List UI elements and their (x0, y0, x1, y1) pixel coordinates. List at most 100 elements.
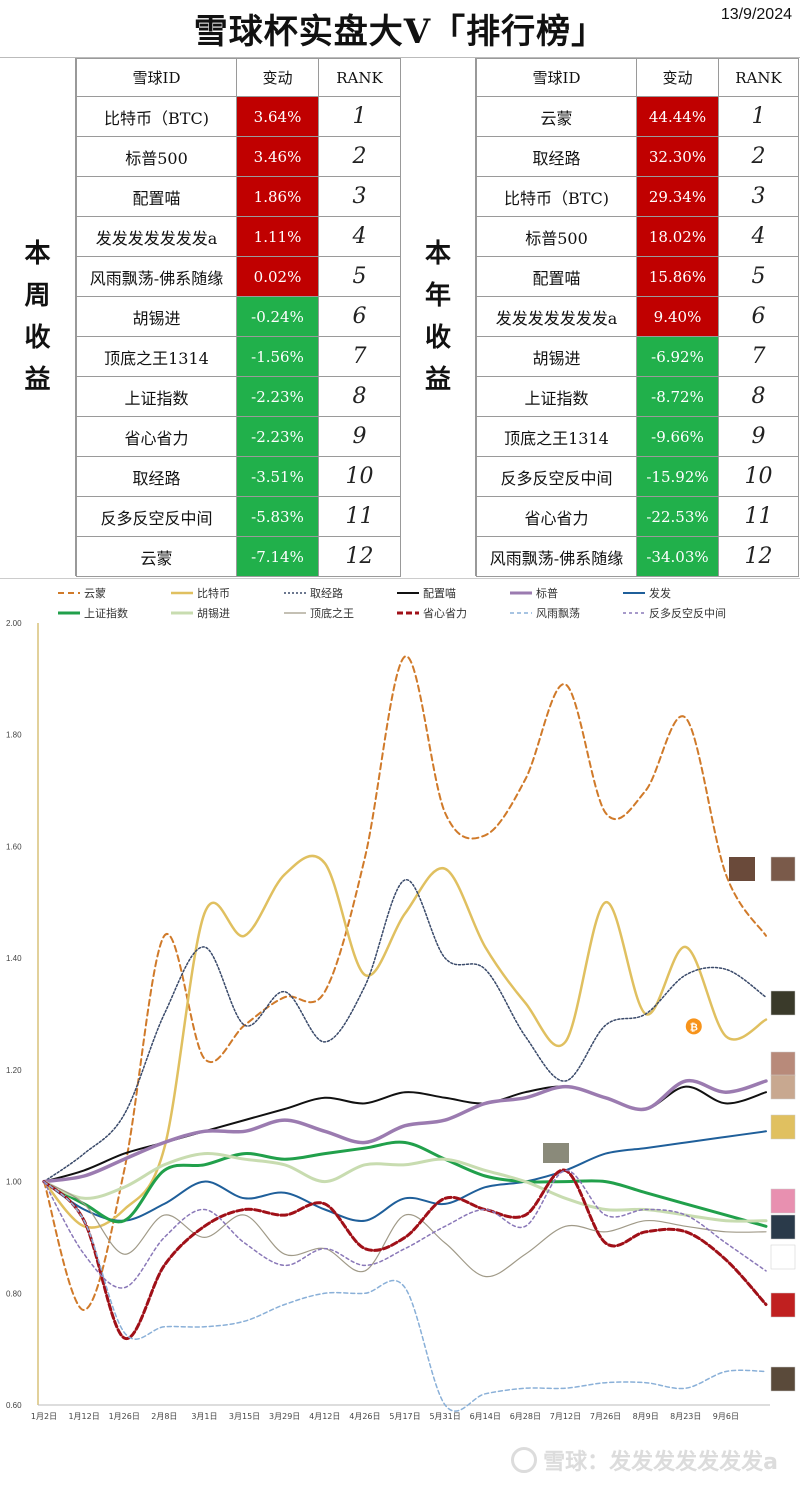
weekly-row-name: 标普500 (76, 136, 237, 177)
weekly-row-rank: 12 (318, 536, 401, 577)
yearly-row-change: -6.92% (636, 336, 719, 377)
series-line-0 (43, 655, 767, 1311)
yearly-row: 配置喵 15.86% 5 (476, 256, 799, 297)
legend-label: 顶底之王 (310, 606, 354, 620)
y-tick-label: 1.40 (6, 954, 22, 963)
avatar-biaopu (770, 1074, 796, 1100)
weekly-row: 上证指数 -2.23% 8 (76, 376, 401, 417)
yearly-row-name: 上证指数 (476, 376, 637, 417)
x-tick-label: 1月26日 (109, 1412, 140, 1421)
yearly-row-rank: 12 (718, 536, 799, 577)
yearly-row-name: 发发发发发发发a (476, 296, 637, 337)
legend-label: 发发 (649, 586, 671, 600)
weekly-row-change: -0.24% (236, 296, 319, 337)
weekly-row-change: 0.02% (236, 256, 319, 297)
yearly-row-name: 胡锡进 (476, 336, 637, 377)
x-tick-label: 3月29日 (269, 1412, 300, 1421)
yearly-side-label: 本年收益 (400, 58, 476, 576)
weekly-row-rank: 2 (318, 136, 401, 177)
yearly-row-name: 标普500 (476, 216, 637, 257)
yearly-row-change: -8.72% (636, 376, 719, 417)
weekly-row-change: -3.51% (236, 456, 319, 497)
avatar-huxijin (770, 1244, 796, 1270)
yearly-row-name: 风雨飘荡-佛系随缘 (476, 536, 637, 577)
weekly-row-rank: 5 (318, 256, 401, 297)
yearly-row-rank: 9 (718, 416, 799, 457)
yearly-row-rank: 5 (718, 256, 799, 297)
weekly-row-name: 云蒙 (76, 536, 237, 577)
weekly-row: 配置喵 1.86% 3 (76, 176, 401, 217)
legend-label: 取经路 (310, 587, 343, 600)
yearly-col-change: 变动 (636, 58, 719, 97)
weekly-panel: 本周收益 雪球ID 变动 RANK 比特币（BTC) 3.64% 1 标普500 3.4… (0, 58, 401, 578)
x-tick-label: 7月26日 (590, 1412, 621, 1421)
series-line-5 (43, 1130, 767, 1222)
weekly-row: 发发发发发发发a 1.11% 4 (76, 216, 401, 257)
series-line-2 (43, 879, 767, 1183)
weekly-row-change: 1.86% (236, 176, 319, 217)
y-tick-label: 0.60 (6, 1401, 22, 1410)
weekly-row-change: 3.64% (236, 96, 319, 137)
series-line-6 (42, 1140, 768, 1228)
yearly-row-name: 省心省力 (476, 496, 637, 537)
x-tick-label: 4月12日 (309, 1412, 340, 1421)
weekly-row: 云蒙 -7.14% 12 (76, 536, 401, 577)
weekly-side-label: 本周收益 (0, 58, 76, 576)
avatar-marker-top (729, 857, 755, 881)
yearly-row-rank: 6 (718, 296, 799, 337)
yearly-row-change: 32.30% (636, 136, 719, 177)
weekly-row-name: 风雨飘荡-佛系随缘 (76, 256, 237, 297)
yearly-row-name: 比特币（BTC) (476, 176, 637, 217)
weekly-row-change: -1.56% (236, 336, 319, 377)
weekly-col-change: 变动 (236, 58, 319, 97)
x-tick-label: 8月23日 (670, 1412, 701, 1421)
yearly-row-rank: 1 (718, 96, 799, 137)
yearly-row-change: 18.02% (636, 216, 719, 257)
yearly-row: 上证指数 -8.72% 8 (476, 376, 799, 417)
avatar-yunmeng (770, 856, 796, 882)
yearly-row: 胡锡进 -6.92% 7 (476, 336, 799, 377)
weekly-row: 取经路 -3.51% 10 (76, 456, 401, 497)
avatar-shangzheng (770, 1188, 796, 1214)
x-tick-label: 6月28日 (510, 1412, 541, 1421)
x-tick-label: 3月1日 (191, 1412, 217, 1421)
yearly-row-change: -15.92% (636, 456, 719, 497)
weekly-row: 比特币（BTC) 3.64% 1 (76, 96, 401, 137)
weekly-row-name: 反多反空反中间 (76, 496, 237, 537)
yearly-row-name: 云蒙 (476, 96, 637, 137)
yearly-row: 发发发发发发发a 9.40% 6 (476, 296, 799, 337)
weekly-row-name: 取经路 (76, 456, 237, 497)
series-line-11 (43, 1169, 767, 1289)
x-tick-label: 1月12日 (68, 1412, 99, 1421)
yearly-row-rank: 10 (718, 456, 799, 497)
weekly-row-rank: 8 (318, 376, 401, 417)
weekly-row: 标普500 3.46% 2 (76, 136, 401, 177)
legend-label: 风雨飘荡 (536, 607, 580, 620)
yearly-row-rank: 2 (718, 136, 799, 177)
weekly-row-rank: 10 (318, 456, 401, 497)
yearly-row-change: 44.44% (636, 96, 719, 137)
weekly-row-name: 顶底之王1314 (76, 336, 237, 377)
yearly-row-change: -22.53% (636, 496, 719, 537)
yearly-row-rank: 3 (718, 176, 799, 217)
yearly-table: 雪球ID 变动 RANK 云蒙 44.44% 1 取经路 32.30% 2 比特币（BTC)… (476, 58, 799, 577)
x-tick-label: 4月26日 (349, 1412, 380, 1421)
y-tick-label: 1.60 (6, 842, 22, 851)
x-tick-label: 7月12日 (550, 1412, 581, 1421)
legend-label: 比特币 (197, 586, 230, 600)
yearly-row-rank: 7 (718, 336, 799, 377)
yearly-col-name: 雪球ID (476, 58, 637, 97)
legend-label: 上证指数 (84, 606, 128, 620)
weekly-row-name: 发发发发发发发a (76, 216, 237, 257)
yearly-row-change: -9.66% (636, 416, 719, 457)
weekly-row: 省心省力 -2.23% 9 (76, 416, 401, 457)
weekly-row-change: 1.11% (236, 216, 319, 257)
bitcoin-icon-glyph: ₿ (690, 1021, 698, 1033)
yearly-row: 比特币（BTC) 29.34% 3 (476, 176, 799, 217)
weekly-row-rank: 11 (318, 496, 401, 537)
weekly-row-change: -7.14% (236, 536, 319, 577)
yearly-row: 风雨飘荡-佛系随缘 -34.03% 12 (476, 536, 799, 577)
yearly-col-rank: RANK (718, 58, 799, 97)
yearly-row: 标普500 18.02% 4 (476, 216, 799, 257)
yearly-row-name: 反多反空反中间 (476, 456, 637, 497)
